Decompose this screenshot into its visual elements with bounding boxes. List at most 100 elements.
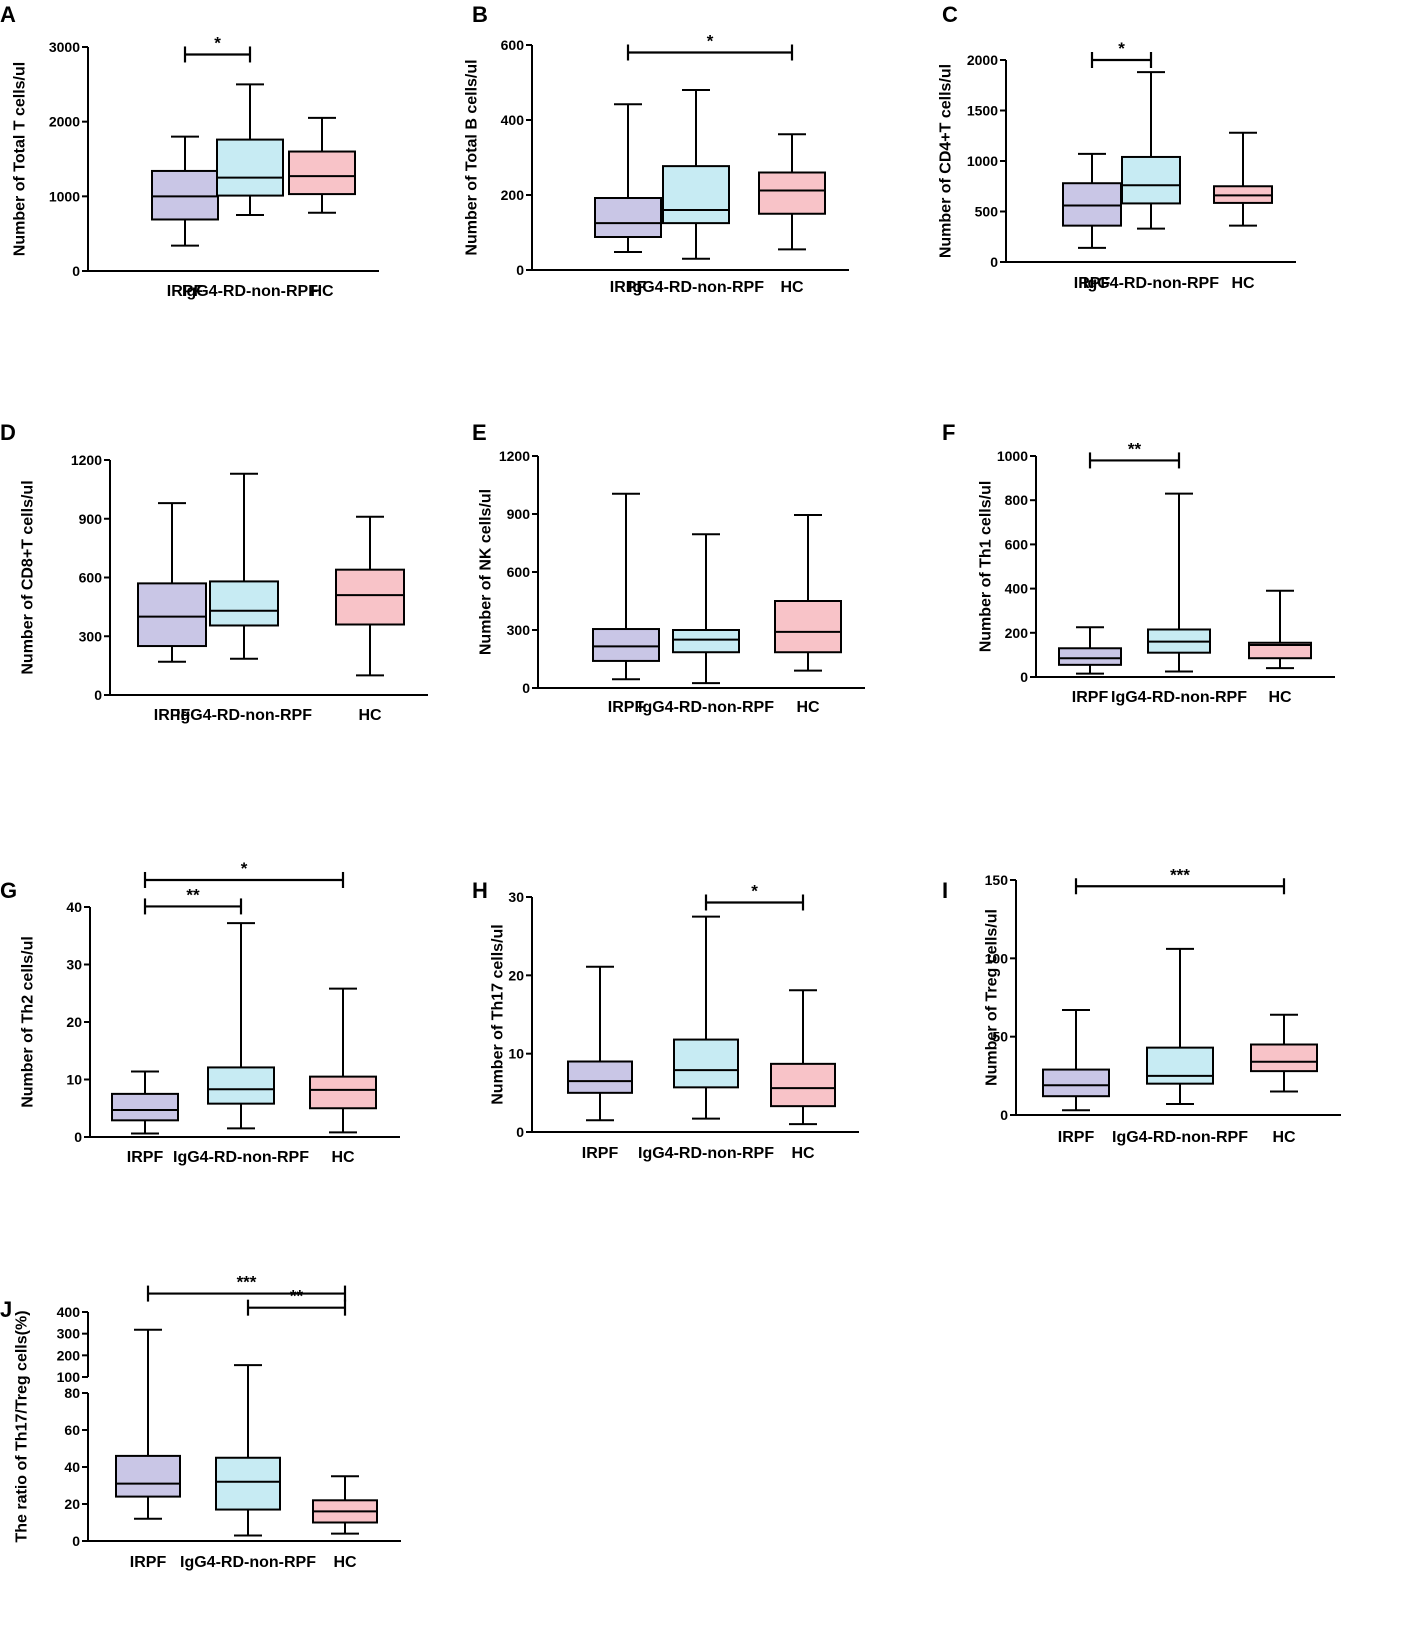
- panel-letter: A: [0, 2, 16, 27]
- category-label: IRPF: [610, 279, 647, 296]
- category-label: IgG4-RD-non-RPF: [173, 1149, 309, 1166]
- y-tick-label: 500: [975, 204, 999, 220]
- box-iqr: [758, 171, 826, 215]
- significance-bracket: *: [143, 859, 345, 888]
- y-tick-label: 0: [94, 687, 102, 703]
- category-label: HC: [333, 1554, 357, 1571]
- box-igg4-rd-non-rpf: [673, 915, 739, 1120]
- significance-bracket: *: [1090, 39, 1153, 68]
- y-tick-label: 100: [57, 1369, 81, 1385]
- box-iqr: [288, 150, 356, 196]
- box-hc: [312, 1475, 378, 1535]
- box-iqr: [774, 600, 842, 654]
- box-iqr: [592, 628, 660, 662]
- y-tick-label: 0: [72, 263, 80, 279]
- category-label: IRPF: [167, 283, 204, 300]
- box-irpf: [137, 502, 207, 663]
- box-irpf: [111, 1070, 179, 1135]
- box-iqr: [1250, 1043, 1318, 1073]
- y-tick-label: 20: [66, 1014, 82, 1030]
- category-label: HC: [791, 1145, 815, 1162]
- y-tick-label: 50: [992, 1029, 1008, 1045]
- box-hc: [309, 987, 377, 1134]
- panel-g: G 0 10 20 30 40 Number of Th2 cells/ul IRPF IgG4…: [0, 859, 400, 1166]
- box-iqr: [215, 1456, 281, 1511]
- y-axis-label: Number of Th17 cells/ul: [489, 924, 506, 1104]
- y-tick-label: 60: [64, 1422, 80, 1438]
- significance-label: ***: [237, 1273, 257, 1292]
- box-irpf: [115, 1328, 181, 1520]
- box-hc: [1248, 589, 1312, 670]
- y-tick-label: 200: [57, 1347, 81, 1363]
- panel-letter: J: [0, 1297, 12, 1322]
- box-iqr: [1058, 647, 1122, 666]
- category-label: IgG4-RD-non-RPF: [638, 699, 774, 716]
- box-igg4-rd-non-rpf: [209, 472, 279, 660]
- significance-label: **: [186, 885, 200, 904]
- box-iqr: [673, 1038, 739, 1089]
- box-igg4-rd-non-rpf: [216, 83, 284, 216]
- panel-h: H 0 10 20 30 Number of Th17 cells/ul IRPF IgG4-…: [472, 878, 859, 1162]
- y-tick-label: 0: [522, 680, 530, 696]
- panel-c: C 0 500 1000 1500 2000 Number of CD4+T cells/u…: [937, 2, 1296, 292]
- category-label: IRPF: [582, 1145, 619, 1162]
- y-tick-label: 600: [1005, 536, 1029, 552]
- box-iqr: [662, 165, 730, 225]
- y-tick-label: 1500: [967, 103, 998, 119]
- y-tick-label: 40: [66, 899, 82, 915]
- y-tick-label: 800: [1005, 492, 1029, 508]
- y-tick-label: 300: [79, 628, 103, 644]
- panel-a: A 0 1000 2000 3000 Number of Total T cells/ul…: [0, 2, 379, 300]
- panel-letter: D: [0, 420, 16, 445]
- box-igg4-rd-non-rpf: [207, 922, 275, 1130]
- y-tick-label: 300: [507, 622, 531, 638]
- panel-e: E 0 300 600 900 1200 Number of NK cells/ul IRPF…: [472, 420, 865, 716]
- box-igg4-rd-non-rpf: [1121, 71, 1181, 230]
- box-iqr: [137, 582, 207, 648]
- box-iqr: [1146, 1046, 1214, 1085]
- category-label: IRPF: [1074, 275, 1111, 292]
- y-tick-label: 0: [72, 1533, 80, 1549]
- category-label: IgG4-RD-non-RPF: [176, 707, 312, 724]
- y-tick-label: 20: [508, 967, 524, 983]
- y-tick-label: 2000: [49, 114, 80, 130]
- y-axis-label: Number of Th2 cells/ul: [19, 936, 36, 1108]
- y-tick-label: 40: [64, 1459, 80, 1475]
- box-hc: [770, 989, 836, 1126]
- significance-bracket: ***: [1074, 865, 1286, 895]
- box-iqr: [672, 629, 740, 654]
- y-axis-label: Number of Total B cells/ul: [463, 59, 480, 255]
- box-iqr: [770, 1062, 836, 1108]
- y-tick-label: 400: [1005, 581, 1029, 597]
- category-label: IgG4-RD-non-RPF: [638, 1145, 774, 1162]
- y-tick-label: 1000: [967, 153, 998, 169]
- panel-letter: G: [0, 878, 17, 903]
- box-irpf: [1062, 152, 1122, 249]
- significance-label: *: [241, 859, 248, 878]
- category-label: HC: [796, 699, 820, 716]
- category-label: HC: [1272, 1129, 1296, 1146]
- y-axis-label: Number of Treg cells/ul: [983, 909, 1000, 1086]
- y-tick-label: 0: [990, 254, 998, 270]
- category-label: HC: [1231, 275, 1255, 292]
- panel-letter: I: [942, 878, 948, 903]
- category-label: IgG4-RD-non-RPF: [628, 279, 764, 296]
- y-tick-label: 20: [64, 1496, 80, 1512]
- y-axis-label: Number of NK cells/ul: [477, 489, 494, 655]
- y-tick-label: 0: [1000, 1107, 1008, 1123]
- y-tick-label: 80: [64, 1385, 80, 1401]
- category-label: IgG4-RD-non-RPF: [180, 1554, 316, 1571]
- box-igg4-rd-non-rpf: [1146, 947, 1214, 1106]
- y-tick-label: 10: [66, 1072, 82, 1088]
- box-iqr: [1121, 155, 1181, 205]
- y-tick-label: 200: [501, 187, 525, 203]
- significance-label: *: [751, 881, 758, 900]
- box-iqr: [594, 197, 662, 238]
- significance-label: ***: [1170, 865, 1190, 884]
- significance-bracket: *: [183, 33, 252, 63]
- y-tick-label: 600: [501, 37, 525, 53]
- panel-i: I 0 50 100 150 Number of Treg cells/ul IRPF IgG…: [942, 865, 1341, 1146]
- category-label: HC: [331, 1149, 355, 1166]
